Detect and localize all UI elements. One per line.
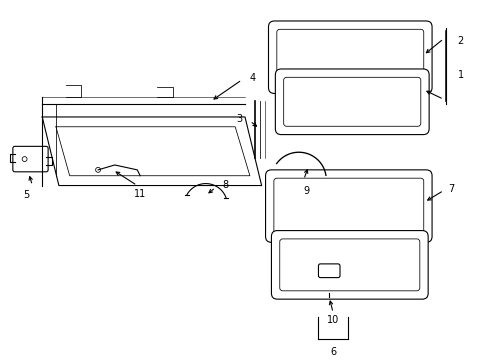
Text: 10: 10	[326, 315, 339, 325]
Text: 2: 2	[457, 36, 463, 46]
Text: 3: 3	[235, 114, 242, 124]
Text: 5: 5	[23, 190, 30, 201]
Text: 9: 9	[303, 185, 309, 195]
Text: 8: 8	[222, 180, 228, 190]
FancyBboxPatch shape	[271, 231, 427, 299]
FancyBboxPatch shape	[279, 239, 419, 291]
FancyBboxPatch shape	[265, 170, 431, 242]
Text: 4: 4	[249, 73, 256, 83]
FancyBboxPatch shape	[273, 178, 423, 234]
Text: 11: 11	[134, 189, 146, 199]
Text: 1: 1	[457, 70, 463, 80]
FancyBboxPatch shape	[268, 21, 431, 94]
Text: 6: 6	[329, 347, 336, 357]
FancyBboxPatch shape	[275, 69, 428, 135]
FancyBboxPatch shape	[13, 147, 48, 172]
FancyBboxPatch shape	[318, 264, 339, 278]
Text: 7: 7	[447, 184, 453, 194]
FancyBboxPatch shape	[276, 29, 423, 85]
FancyBboxPatch shape	[283, 77, 420, 126]
